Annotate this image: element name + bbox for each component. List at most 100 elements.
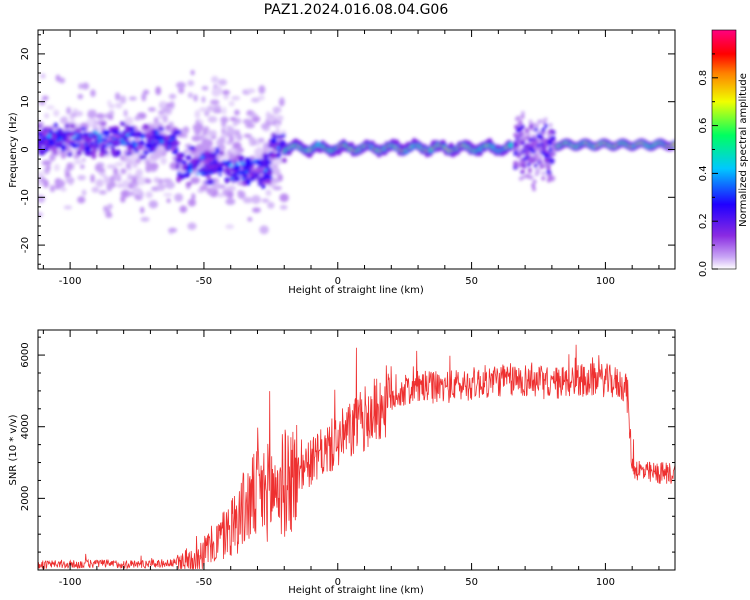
spectrogram-cell: [73, 154, 80, 159]
spectrogram-cell: [249, 173, 254, 177]
spectrogram-cell: [77, 196, 86, 204]
spectrogram-cell: [153, 150, 162, 158]
spectrogram-cell: [251, 195, 261, 204]
spectrogram-cell: [267, 113, 276, 123]
snr-ytick-label: 2000: [20, 486, 31, 511]
spectrogram-cell: [531, 183, 535, 188]
spectrogram-cell: [235, 162, 239, 166]
spectrogram-cell: [196, 160, 201, 164]
spectrogram-cell: [200, 171, 205, 175]
spectrogram-cell: [136, 144, 144, 150]
spectrogram-cell: [161, 101, 167, 107]
spectrogram-cell: [83, 143, 88, 146]
spectrogram-cell: [157, 125, 163, 130]
spectrogram-cell: [193, 94, 198, 102]
spectrogram-cell: [217, 137, 226, 145]
spectrogram-cell: [252, 207, 261, 213]
spectrogram-cell: [179, 152, 186, 158]
spectrogram-cell: [519, 163, 524, 168]
spectrogram-cell: [145, 164, 151, 173]
spectrogram-cell: [541, 171, 546, 176]
spectrogram-cell: [232, 121, 238, 127]
spectrogram-cell: [544, 138, 548, 143]
spectrogram-cell: [516, 147, 521, 152]
spectrogram-cell: [272, 167, 281, 176]
spectrogram-cell: [128, 191, 135, 197]
spectrogram-cell: [243, 133, 252, 138]
spectrogram-cell: [229, 129, 237, 136]
spectrogram-cell: [527, 175, 532, 180]
spectrogram-cell: [166, 141, 171, 144]
spectrogram-cell: [544, 154, 548, 159]
spectrogram-cell: [242, 164, 250, 169]
spectrogram-cell: [84, 150, 93, 157]
spectrogram-cell: [43, 179, 49, 188]
spectrogram-cell: [81, 82, 90, 90]
spectrogram-cell: [522, 160, 527, 165]
spectrogram-cell: [546, 165, 551, 170]
spectrogram-cell: [121, 179, 130, 189]
spectrogram-cell: [78, 132, 83, 136]
spectrogram-cell: [188, 163, 193, 167]
spectrogram-cell: [210, 99, 220, 105]
spectrogram-cell: [68, 179, 74, 186]
spectrogram-cell: [141, 92, 147, 102]
spectrogram-cell: [254, 147, 264, 157]
spectrogram-cell: [274, 156, 283, 165]
spectrogram-cell: [103, 205, 108, 212]
spectrogram-cell: [262, 147, 269, 154]
spectrogram-cell: [235, 177, 241, 182]
spectrogram-cell: [91, 186, 100, 193]
spectrogram-cell: [132, 177, 137, 184]
spectrogram-cell: [171, 137, 175, 141]
spectrogram-cell: [513, 141, 517, 146]
spectrogram-cell: [275, 115, 284, 122]
spectrogram-cell: [189, 166, 194, 169]
colorbar-tick-label: 0.8: [698, 70, 709, 86]
spectrogram-ytick-label: 20: [20, 48, 31, 61]
spectrogram-ytick-label: 10: [20, 95, 31, 108]
spectrogram-cell: [114, 162, 124, 167]
spectrogram-cell: [549, 141, 553, 146]
spectrogram-cell: [264, 155, 268, 158]
snr-xtick-label: 100: [596, 577, 615, 588]
spectrogram-cell: [119, 95, 127, 104]
snr-ytick-label: 6000: [20, 342, 31, 367]
spectrogram-cell: [99, 147, 107, 154]
snr-ylabel: SNR (10 * v/v): [8, 414, 19, 485]
spectrogram-cell: [523, 145, 527, 150]
spectrogram-cell: [213, 105, 222, 111]
spectrogram-ytick-label: -20: [20, 237, 31, 253]
spectrogram-cell: [267, 201, 275, 209]
spectrogram-cell: [99, 125, 107, 130]
spectrogram-cell: [516, 115, 521, 120]
colorbar-label: Normalized spectral amplitude: [738, 73, 749, 227]
spectrogram-cell: [54, 130, 59, 134]
spectrogram-cell: [112, 143, 120, 147]
spectrogram-cell: [163, 142, 169, 150]
spectrogram-cell: [551, 136, 556, 141]
spectrogram-cell: [135, 168, 144, 177]
spectrogram-cell: [132, 161, 138, 169]
spectrogram-cell: [110, 145, 115, 151]
spectrogram-cell: [111, 137, 116, 141]
spectrogram-cell: [56, 139, 60, 143]
spectrogram-cell: [81, 189, 87, 196]
spectrogram-cell: [191, 193, 196, 201]
spectrogram-cell: [194, 109, 201, 119]
spectrogram-cell: [147, 107, 156, 112]
spectrogram-cell: [139, 206, 145, 214]
spectrogram-cell: [68, 139, 75, 144]
spectrogram-cell: [100, 171, 106, 177]
spectrogram-cell: [40, 142, 50, 147]
spectrogram-cell: [275, 129, 281, 137]
spectrogram-cell: [521, 169, 525, 174]
spectrogram-cell: [265, 157, 270, 165]
spectrogram-cell: [259, 225, 269, 235]
spectrogram-cell: [538, 119, 543, 124]
spectrogram-cell: [38, 171, 44, 180]
spectrogram-cell: [257, 137, 265, 143]
spectrogram-cell: [255, 174, 260, 179]
spectrogram-cell: [76, 143, 81, 147]
